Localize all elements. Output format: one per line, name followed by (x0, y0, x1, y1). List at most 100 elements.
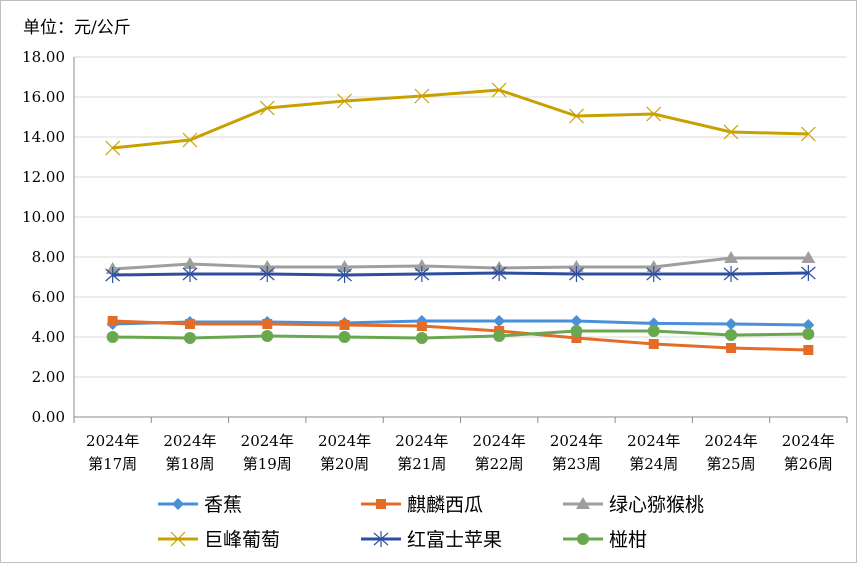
point-1-1 (184, 319, 195, 329)
legend-marker-5 (577, 533, 589, 545)
legend-item-5: 椪柑 (563, 529, 647, 551)
legend-label-3: 巨峰葡萄 (204, 529, 280, 551)
point-1-0 (107, 316, 118, 326)
point-3-9 (800, 126, 816, 142)
point-1-4 (416, 321, 427, 331)
point-4-0 (105, 267, 121, 283)
y-tick-label-2: 4.00 (32, 328, 65, 346)
y-tick-label-7: 14.00 (22, 128, 65, 146)
point-1-9 (803, 345, 814, 355)
x-tick-label-9-week: 第26周 (784, 455, 833, 473)
point-5-8 (725, 329, 738, 341)
legend-marker-4 (373, 531, 389, 547)
x-tick-label-2-year: 2024年 (241, 432, 294, 450)
point-3-8 (723, 124, 739, 140)
series-line-1 (112, 319, 809, 352)
x-tick-label-7-year: 2024年 (627, 432, 680, 450)
series-2 (105, 251, 816, 274)
series-3 (105, 82, 816, 156)
point-4-9 (800, 265, 816, 281)
point-5-4 (415, 332, 428, 344)
point-3-2 (259, 100, 275, 116)
point-3-5 (491, 82, 507, 98)
point-4-2 (259, 266, 275, 282)
point-3-4-b (414, 88, 430, 104)
x-tick-label-1-year: 2024年 (163, 432, 216, 450)
point-3-4 (414, 88, 430, 104)
legend-marker-3-b (170, 531, 186, 547)
legend-label-2: 绿心猕猴桃 (609, 494, 704, 516)
point-3-0-b (105, 140, 121, 156)
x-tick-label-8-week: 第25周 (707, 455, 756, 473)
point-1-3 (339, 320, 350, 330)
point-2-3 (337, 260, 352, 272)
series-group (105, 82, 816, 355)
x-tick-label-0-year: 2024年 (86, 432, 139, 450)
point-4-7 (646, 266, 662, 282)
point-3-7 (646, 106, 662, 122)
point-4-3 (337, 267, 352, 283)
point-3-9-b (800, 126, 816, 142)
point-4-1 (182, 266, 198, 282)
x-tick-label-5-year: 2024年 (473, 432, 526, 450)
point-5-9 (802, 328, 815, 340)
series-1 (107, 316, 814, 355)
x-tick-label-6-year: 2024年 (550, 432, 603, 450)
point-3-7-b (646, 106, 662, 122)
point-0-8 (725, 318, 738, 330)
point-2-9 (801, 251, 816, 263)
point-3-2-b (259, 100, 275, 116)
point-4-4 (414, 266, 430, 282)
series-4 (105, 265, 816, 283)
unit-label: 单位：元/公斤 (23, 18, 131, 38)
point-4-5 (491, 265, 507, 281)
point-3-8-b (723, 124, 739, 140)
legend-marker-1 (376, 499, 386, 509)
y-tick-label-0: 0.00 (32, 408, 65, 426)
series-line-3 (112, 88, 809, 150)
x-tick-label-3-week: 第20周 (320, 455, 369, 473)
y-tick-label-6: 12.00 (22, 168, 65, 186)
point-1-2 (262, 319, 273, 329)
point-5-0 (106, 331, 119, 343)
point-3-0 (105, 140, 121, 156)
legend-item-1: 麒麟西瓜 (361, 494, 483, 516)
series-line-4 (112, 271, 809, 277)
y-tick-label-9: 18.00 (22, 48, 65, 66)
y-tick-label-3: 6.00 (32, 288, 65, 306)
point-3-1 (182, 132, 198, 148)
x-tick-label-9-year: 2024年 (782, 432, 835, 450)
legend-label-0: 香蕉 (204, 494, 242, 516)
legend-label-1: 麒麟西瓜 (407, 494, 483, 516)
y-tick-label-8: 16.00 (22, 88, 65, 106)
legend-marker-3 (170, 531, 186, 547)
legend-item-4: 红富士苹果 (361, 529, 502, 551)
legend-item-3: 巨峰葡萄 (158, 529, 280, 551)
y-tick-label-1: 2.00 (32, 368, 65, 386)
x-tick-label-3-year: 2024年 (318, 432, 371, 450)
point-5-2 (261, 330, 274, 342)
x-tick-label-4-year: 2024年 (395, 432, 448, 450)
y-tick-label-4: 8.00 (32, 248, 65, 266)
point-4-8 (723, 266, 739, 282)
axes (73, 57, 848, 423)
x-tick-label-1-week: 第18周 (165, 455, 214, 473)
point-3-3 (337, 93, 352, 109)
x-tick-label-5-week: 第22周 (475, 455, 524, 473)
point-3-5-b (491, 82, 507, 98)
legend-label-4: 红富士苹果 (407, 529, 502, 551)
point-2-4 (414, 259, 429, 271)
x-tick-label-7-week: 第24周 (629, 455, 678, 473)
point-0-5 (493, 315, 506, 327)
point-1-8 (726, 343, 737, 353)
series-line-5 (112, 329, 809, 340)
point-2-1 (182, 257, 197, 269)
point-5-5 (493, 330, 506, 342)
x-tick-label-4-week: 第21周 (397, 455, 446, 473)
x-tick-label-2-week: 第19周 (243, 455, 292, 473)
point-3-6-b (569, 108, 584, 124)
